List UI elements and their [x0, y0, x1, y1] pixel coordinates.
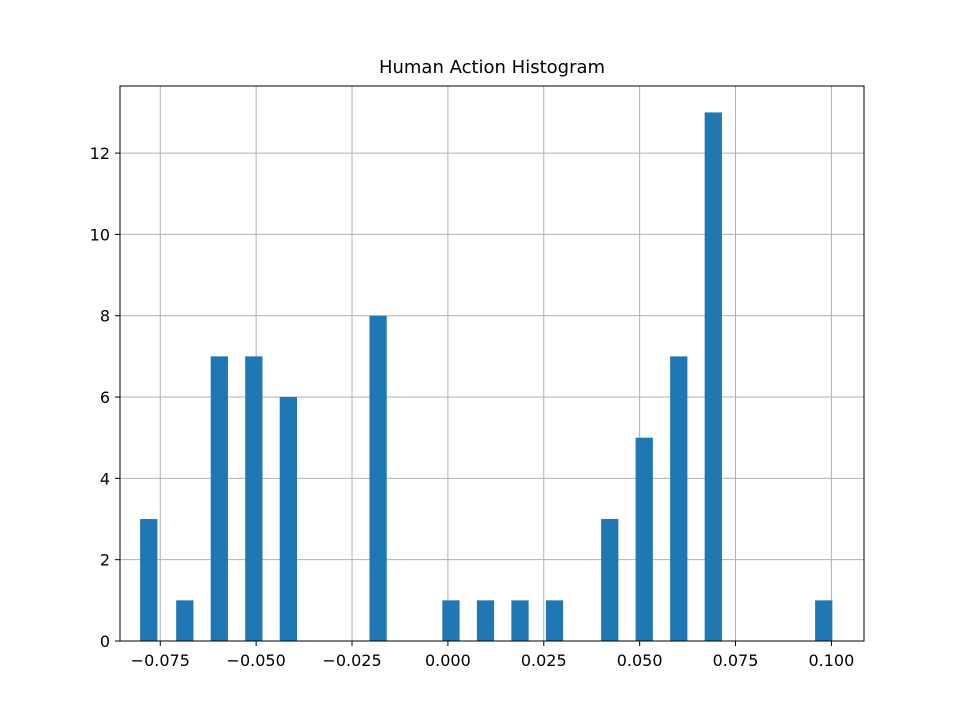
- histogram-bar: [635, 437, 653, 641]
- histogram-bar: [476, 600, 495, 641]
- x-tick-label: 0.050: [617, 651, 663, 670]
- histogram-bar: [210, 356, 228, 641]
- x-tick-label: 0.075: [713, 651, 759, 670]
- x-tick-label: −0.050: [227, 651, 286, 670]
- x-tick-label: 0.100: [808, 651, 854, 670]
- y-tick-label: 0: [100, 632, 110, 651]
- histogram-bar: [140, 519, 158, 641]
- x-tick-label: −0.075: [131, 651, 190, 670]
- y-tick-label: 8: [100, 307, 110, 326]
- x-axis-ticks: −0.075 −0.050 −0.025 0.000 0.025 0.050 0.075 0.…: [131, 641, 854, 670]
- histogram-bar: [815, 600, 833, 641]
- y-axis-ticks: 0 2 4 6 8 10 12: [90, 144, 120, 651]
- y-tick-label: 12: [90, 144, 110, 163]
- plot-frame: [119, 85, 865, 642]
- y-tick-label: 6: [100, 388, 110, 407]
- y-tick-label: 4: [100, 469, 110, 488]
- histogram-bar: [704, 112, 722, 641]
- y-tick-label: 2: [100, 551, 110, 570]
- histogram-bar: [442, 600, 460, 641]
- y-tick-label: 10: [90, 225, 110, 244]
- histogram-bar: [245, 356, 263, 641]
- histogram-bar: [511, 600, 529, 641]
- x-tick-label: 0.025: [521, 651, 567, 670]
- histogram-bar: [369, 315, 387, 641]
- histogram-bars: [140, 112, 833, 641]
- x-tick-label: −0.025: [322, 651, 381, 670]
- histogram-bar: [176, 600, 194, 641]
- histogram-bar: [601, 519, 619, 641]
- histogram-bar: [670, 356, 688, 641]
- chart-title: Human Action Histogram: [379, 57, 605, 78]
- histogram-bar: [545, 600, 564, 641]
- x-tick-label: 0.000: [425, 651, 471, 670]
- histogram-bar: [279, 397, 297, 641]
